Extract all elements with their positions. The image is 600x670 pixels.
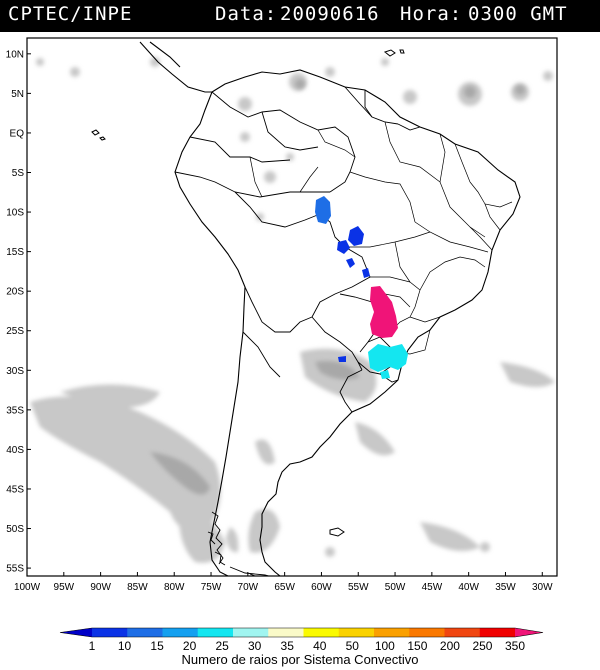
lat-label: 35S bbox=[6, 405, 24, 416]
color-legend: 1 10 15 20 25 30 35 40 50 100 150 200 250 350 bbox=[59, 627, 544, 653]
lon-label: 40W bbox=[458, 582, 479, 593]
latitude-axis: 10N 5N EQ 5S 10S 15S 20S 25S 30S 35S 40S 45S 50S 55S bbox=[6, 49, 31, 575]
legend-swatch bbox=[479, 628, 516, 637]
lat-label: 5N bbox=[11, 89, 24, 100]
lat-label: 30S bbox=[6, 366, 24, 377]
lon-label: 75W bbox=[201, 582, 222, 593]
lat-label: 20S bbox=[6, 287, 24, 298]
system-2 bbox=[348, 226, 364, 246]
source-title: CPTEC/INPE bbox=[8, 3, 133, 25]
system-4 bbox=[346, 258, 355, 268]
falklands bbox=[329, 527, 345, 537]
legend-value: 20 bbox=[183, 639, 197, 653]
legend-outline bbox=[59, 627, 544, 638]
central-america-coast bbox=[139, 41, 212, 93]
date-value: 20090616 bbox=[280, 3, 380, 25]
time-label: Hora: bbox=[400, 3, 463, 25]
legend-swatch bbox=[409, 628, 445, 637]
legend-swatch bbox=[162, 628, 199, 637]
lon-label: 100W bbox=[14, 582, 41, 593]
legend-value: 350 bbox=[505, 639, 525, 653]
lon-label: 45W bbox=[422, 582, 443, 593]
lon-label: 50W bbox=[385, 582, 406, 593]
legend-swatch bbox=[92, 628, 128, 637]
lat-label: 50S bbox=[6, 524, 24, 535]
legend-swatch bbox=[338, 628, 375, 637]
time-value: 0300 GMT bbox=[468, 3, 568, 25]
legend-swatch bbox=[197, 628, 234, 637]
legend-value: 30 bbox=[248, 639, 262, 653]
chile-fjords bbox=[207, 511, 271, 576]
legend-caption: Numero de raios por Sistema Convectivo bbox=[181, 652, 419, 667]
legend-value: 25 bbox=[215, 639, 229, 653]
legend-labels: 1 10 15 20 25 30 35 40 50 100 150 200 250 350 bbox=[89, 639, 526, 653]
legend-value: 10 bbox=[118, 639, 132, 653]
lon-label: 85W bbox=[127, 582, 148, 593]
lon-label: 90W bbox=[90, 582, 111, 593]
lon-label: 55W bbox=[348, 582, 369, 593]
lat-label: 55S bbox=[6, 564, 24, 575]
legend-swatch bbox=[303, 628, 340, 637]
legend-value: 1 bbox=[89, 639, 96, 653]
legend-value: 50 bbox=[346, 639, 360, 653]
lat-label: 25S bbox=[6, 326, 24, 337]
system-5 bbox=[362, 268, 370, 278]
lat-label: 10N bbox=[6, 49, 24, 60]
convective-systems bbox=[315, 196, 408, 379]
legend-swatch bbox=[515, 628, 543, 637]
legend-swatch bbox=[127, 628, 163, 637]
legend-swatch bbox=[374, 628, 410, 637]
lat-label: EQ bbox=[10, 128, 25, 139]
galapagos bbox=[91, 129, 106, 141]
header-bar: CPTEC/INPE Data: 20090616 Hora: 0300 GMT bbox=[0, 0, 600, 32]
system-3 bbox=[337, 240, 350, 254]
map-background bbox=[27, 38, 557, 576]
system-9 bbox=[380, 370, 390, 379]
lat-label: 10S bbox=[6, 208, 24, 219]
legend-value: 100 bbox=[375, 639, 395, 653]
coastline bbox=[174, 69, 521, 576]
legend-value: 150 bbox=[407, 639, 427, 653]
system-6 bbox=[370, 286, 398, 338]
legend-swatch bbox=[268, 628, 304, 637]
lon-label: 80W bbox=[164, 582, 185, 593]
map-frame bbox=[26, 37, 558, 577]
cloud-cover-dark bbox=[150, 79, 525, 495]
lon-label: 60W bbox=[311, 582, 332, 593]
legend-swatch bbox=[444, 628, 481, 637]
system-1 bbox=[315, 196, 331, 224]
legend-value: 35 bbox=[281, 639, 295, 653]
legend-value: 40 bbox=[313, 639, 327, 653]
lightning-map: 10N5NEQ5S10S15S20S25S30S35S40S45S50S55S … bbox=[6, 37, 558, 593]
caribbean-islands bbox=[383, 49, 405, 57]
lon-label: 65W bbox=[274, 582, 295, 593]
legend-swatch bbox=[233, 628, 269, 637]
lat-label: 5S bbox=[12, 168, 25, 179]
legend-value: 200 bbox=[440, 639, 460, 653]
lat-label: 45S bbox=[6, 484, 24, 495]
lat-label: 15S bbox=[6, 247, 24, 258]
lat-label: 40S bbox=[6, 445, 24, 456]
legend-swatch bbox=[60, 628, 92, 637]
lon-label: 70W bbox=[238, 582, 259, 593]
lon-label: 95W bbox=[54, 582, 75, 593]
lon-label: 35W bbox=[495, 582, 516, 593]
legend-value: 250 bbox=[472, 639, 492, 653]
system-8 bbox=[338, 356, 346, 362]
longitude-axis: 100W 95W 90W 85W 80W 75W 70W 65W 60W 55W 50W 45W 40W… bbox=[14, 572, 553, 593]
legend-bar bbox=[59, 627, 544, 638]
system-7 bbox=[368, 344, 408, 372]
date-label: Data: bbox=[215, 3, 278, 25]
legend-value: 15 bbox=[150, 639, 164, 653]
lon-label: 30W bbox=[532, 582, 553, 593]
